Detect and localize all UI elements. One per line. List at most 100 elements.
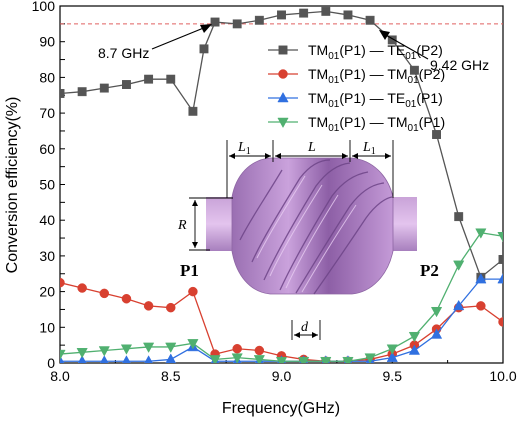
series-1 bbox=[60, 6, 503, 282]
series-4-point bbox=[231, 353, 243, 363]
left-waveguide bbox=[206, 197, 234, 251]
legend-marker bbox=[278, 45, 288, 55]
series-1-point bbox=[60, 89, 65, 98]
x-tick-label: 9.5 bbox=[383, 368, 403, 384]
series-2-point bbox=[232, 343, 242, 354]
series-4-point bbox=[364, 353, 376, 363]
dim-label-d: d bbox=[301, 320, 309, 335]
series-2-point bbox=[166, 302, 176, 313]
y-tick-label: 30 bbox=[39, 248, 55, 264]
series-3-point bbox=[475, 273, 487, 284]
legend-entry-1: TM01(P1) — TE01(P2) bbox=[268, 42, 443, 62]
converter-body bbox=[231, 157, 394, 295]
y-tick-label: 90 bbox=[39, 34, 55, 50]
legend-label: TM01(P1) — TE01(P2) bbox=[308, 42, 443, 62]
legend-entry-2: TM01(P1) — TM01(P2) bbox=[268, 66, 445, 86]
series-1-line bbox=[60, 10, 503, 279]
series-3-point bbox=[386, 351, 398, 362]
series-1-point bbox=[387, 35, 397, 45]
series-1-point bbox=[77, 87, 87, 97]
series-2-point bbox=[143, 301, 154, 311]
series-4-point bbox=[165, 342, 177, 353]
series-4-point bbox=[209, 355, 221, 363]
y-tick-label: 100 bbox=[32, 0, 56, 14]
port-label-p2: P2 bbox=[420, 261, 439, 280]
y-tick-label: 10 bbox=[39, 319, 55, 335]
legend-entry-4: TM01(P1) — TM01(P1) bbox=[268, 114, 445, 134]
series-1-point bbox=[299, 8, 309, 18]
series-2-point bbox=[498, 317, 503, 327]
series-1-point bbox=[277, 10, 286, 20]
dim-label-l: L bbox=[307, 140, 316, 155]
x-axis-title: Frequency(GHz) bbox=[222, 400, 340, 417]
series-2-point bbox=[77, 283, 87, 293]
series-4-point bbox=[187, 339, 199, 350]
y-axis-title: Conversion efficiency(%) bbox=[4, 97, 21, 274]
annotation-arrowhead-right bbox=[379, 30, 390, 40]
series-3-point bbox=[165, 353, 176, 363]
series-3-point bbox=[497, 273, 503, 284]
series-4-point bbox=[320, 356, 332, 363]
series-1-point bbox=[210, 17, 220, 27]
legend-label: TM01(P1) — TE01(P1) bbox=[308, 90, 443, 110]
converter-highlights bbox=[256, 175, 357, 293]
dim-label-r: R bbox=[177, 218, 187, 233]
series-3-point bbox=[144, 355, 153, 363]
series-4-point bbox=[253, 355, 265, 363]
annotation-arrow-left bbox=[151, 26, 207, 50]
series-2-point bbox=[188, 286, 198, 297]
series-3-point bbox=[122, 355, 131, 363]
annotation-arrowhead-left bbox=[200, 24, 212, 33]
y-tick-label: 40 bbox=[39, 212, 55, 228]
series-1-point bbox=[188, 106, 198, 116]
y-axis-ticks: 0 10 20 30 40 50 60 70 80 90 100 bbox=[32, 0, 65, 371]
right-waveguide bbox=[393, 197, 417, 251]
legend-marker bbox=[278, 69, 288, 79]
series-1-point bbox=[122, 80, 131, 89]
series-1-point bbox=[454, 212, 464, 222]
series-1-point bbox=[432, 130, 442, 139]
series-layer bbox=[60, 6, 503, 363]
y-tick-label: 60 bbox=[39, 141, 55, 157]
legend-entry-3: TM01(P1) — TE01(P1) bbox=[268, 90, 443, 110]
x-tick-label: 8.0 bbox=[50, 368, 70, 384]
series-3-point bbox=[77, 355, 87, 363]
series-4-point bbox=[386, 344, 398, 355]
y-tick-label: 0 bbox=[47, 355, 55, 371]
series-4-point bbox=[275, 356, 288, 363]
series-4-point bbox=[430, 306, 443, 318]
annotation-arrow-right bbox=[383, 33, 429, 60]
series-4-point bbox=[120, 344, 133, 355]
series-4-point bbox=[497, 232, 503, 243]
series-2-point bbox=[254, 345, 265, 356]
series-3-point bbox=[430, 328, 443, 339]
series-4-point bbox=[76, 348, 88, 359]
series-4-point bbox=[342, 356, 354, 363]
series-4-point bbox=[142, 342, 155, 353]
annotation-9-42-ghz: 9.42 GHz bbox=[430, 57, 489, 73]
series-1-point bbox=[144, 74, 154, 84]
legend-label: TM01(P1) — TM01(P1) bbox=[308, 114, 445, 134]
legend-label: TM01(P1) — TM01(P2) bbox=[308, 66, 445, 86]
series-1-point bbox=[99, 83, 109, 93]
x-axis-ticks: 8.0 8.5 9.0 9.5 10.0 bbox=[50, 358, 517, 384]
x-tick-label: 8.5 bbox=[161, 368, 181, 384]
series-1-point bbox=[254, 15, 264, 25]
legend-marker bbox=[277, 91, 289, 103]
dimension-lines bbox=[189, 140, 394, 340]
series-4 bbox=[60, 228, 503, 363]
series-4-point bbox=[408, 331, 421, 343]
series-1-point bbox=[321, 6, 331, 16]
y-tick-label: 20 bbox=[39, 284, 55, 300]
series-1-point bbox=[365, 15, 375, 25]
annotations: 8.7 GHz 9.42 GHz bbox=[98, 24, 489, 73]
converter-ridges bbox=[239, 159, 393, 295]
series-4-point bbox=[475, 228, 487, 239]
series-4-point bbox=[298, 356, 310, 363]
legend-marker bbox=[277, 117, 289, 129]
y-tick-label: 50 bbox=[39, 177, 55, 193]
series-1-point bbox=[232, 19, 242, 29]
series-3-point bbox=[453, 299, 465, 311]
series-3-point bbox=[408, 344, 421, 355]
